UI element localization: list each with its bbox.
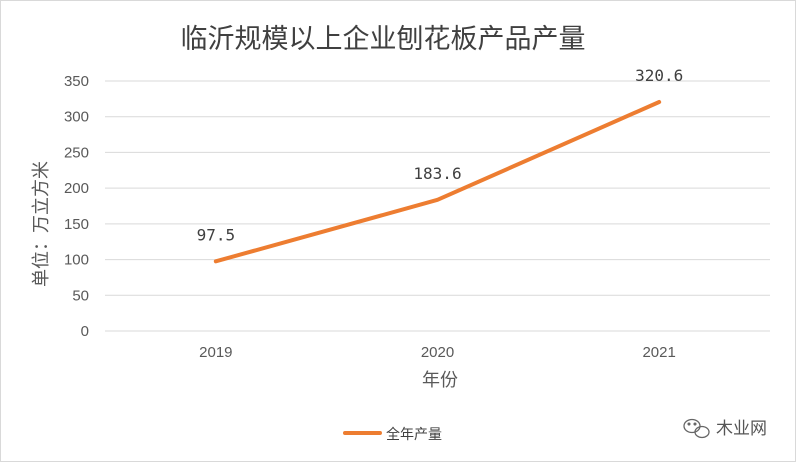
y-axis-label: 单位：万立方米 (31, 161, 52, 287)
series-line (213, 100, 662, 264)
x-axis-label: 年份 (422, 370, 458, 391)
y-tick-label: 50 (72, 287, 89, 304)
series-layer (213, 100, 662, 264)
x-tick-label: 2021 (642, 344, 675, 361)
gridlines (105, 80, 770, 332)
x-tick-label: 2019 (199, 344, 232, 361)
legend-label: 全年产量 (386, 426, 442, 443)
data-label: 320.6 (635, 66, 683, 85)
x-tick-label: 2020 (421, 344, 454, 361)
y-tick-label: 100 (64, 252, 89, 269)
wechat-icon (683, 418, 710, 439)
watermark: 木业网 (683, 418, 767, 439)
y-tick-label: 250 (64, 144, 89, 161)
x-axis-ticks: 2019 2020 2021 (199, 344, 676, 361)
watermark-text: 木业网 (716, 419, 767, 439)
data-label: 183.6 (413, 164, 461, 183)
y-tick-label: 0 (81, 323, 89, 340)
data-labels: 97.5 183.6 320.6 (197, 66, 684, 244)
y-tick-label: 350 (64, 73, 89, 90)
legend: 全年产量 (343, 426, 442, 443)
y-tick-label: 150 (64, 216, 89, 233)
y-tick-label: 300 (64, 109, 89, 126)
y-axis-ticks: 0 50 100 150 200 250 300 350 (64, 73, 89, 340)
y-tick-label: 200 (64, 180, 89, 197)
chart-title: 临沂规模以上企业刨花板产品产量 (181, 24, 586, 55)
data-label: 97.5 (197, 225, 236, 244)
